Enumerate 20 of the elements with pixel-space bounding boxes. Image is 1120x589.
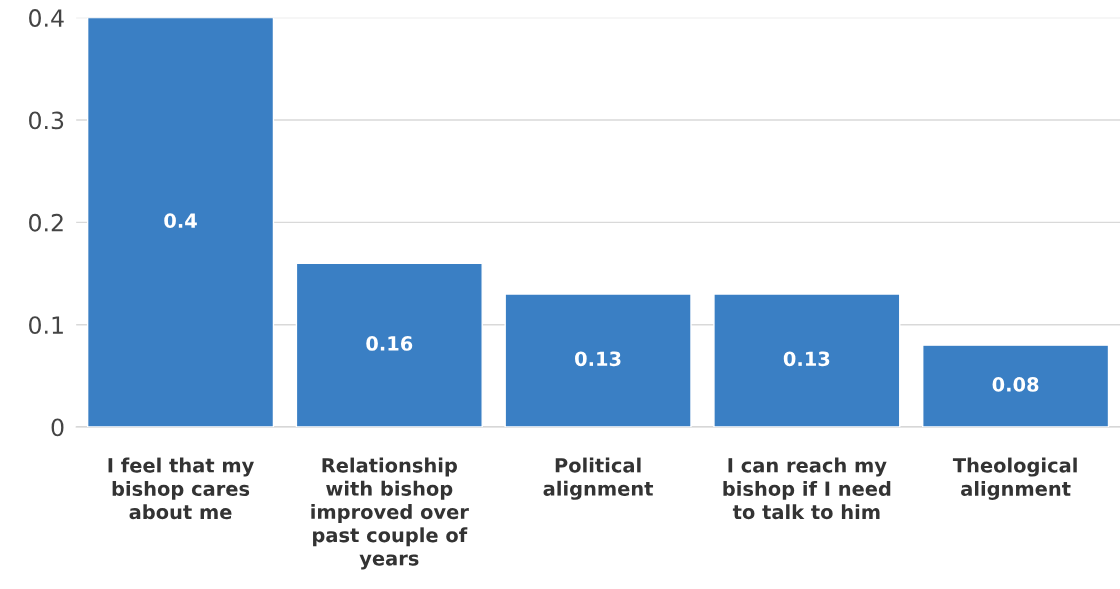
bar [922, 344, 1110, 428]
x-tick-label: Relationship with bishop improved over past couple of years [311, 457, 469, 570]
data-label: 0.16 [366, 336, 413, 351]
bar [295, 262, 483, 428]
x-tick-label: Political alignment [543, 457, 654, 500]
x-tick-label: I can reach my bishop if I need to talk to him [723, 457, 891, 520]
data-label: 0.4 [164, 213, 197, 228]
data-label: 0.08 [992, 377, 1039, 392]
x-tick-label: I feel that my bishop cares about me [108, 457, 254, 520]
bar [504, 293, 692, 428]
y-tick-label: 0.4 [29, 9, 64, 27]
data-label: 0.13 [575, 351, 621, 367]
data-label: 0.13 [783, 351, 830, 367]
y-tick-label: 0 [51, 418, 64, 437]
x-tick-label: Theological alignment [952, 457, 1077, 500]
y-tick-label: 0.3 [29, 111, 64, 130]
y-tick-label: 0.2 [29, 213, 63, 232]
y-tick-label: 0.1 [29, 316, 63, 334]
bar [86, 17, 275, 428]
bar [713, 293, 901, 428]
